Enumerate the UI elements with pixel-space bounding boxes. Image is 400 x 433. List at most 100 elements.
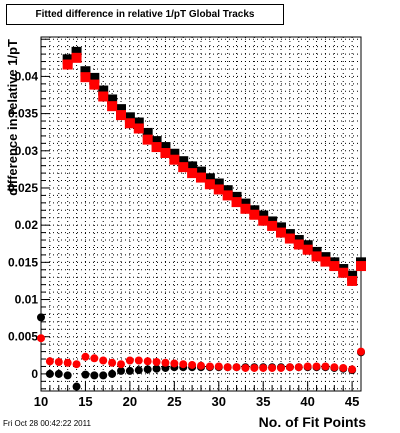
data-point xyxy=(98,91,109,102)
data-point xyxy=(249,209,260,220)
y-tick-label: 0 xyxy=(31,367,38,381)
data-point xyxy=(330,363,339,372)
data-point xyxy=(72,360,81,369)
x-tick-label: 45 xyxy=(345,394,359,409)
y-tick-label: 0.035 xyxy=(8,107,38,121)
data-point xyxy=(204,179,215,190)
data-point xyxy=(232,363,241,372)
data-point xyxy=(116,104,126,115)
x-tick-label: 30 xyxy=(212,394,226,409)
data-point xyxy=(321,362,330,371)
data-point xyxy=(98,85,109,96)
data-point xyxy=(268,363,277,372)
data-point xyxy=(117,366,125,375)
data-point xyxy=(116,110,126,121)
data-point xyxy=(134,356,143,365)
x-tick-label: 10 xyxy=(34,394,48,409)
x-tick-label: 15 xyxy=(78,394,92,409)
data-point xyxy=(240,203,251,214)
data-point xyxy=(151,136,162,147)
data-point xyxy=(214,362,223,371)
data-point xyxy=(284,233,295,244)
data-point xyxy=(108,369,117,378)
data-point xyxy=(125,366,134,375)
series-0 xyxy=(62,46,366,281)
data-point xyxy=(99,356,108,365)
data-point xyxy=(356,261,366,272)
data-point xyxy=(81,352,90,361)
data-point xyxy=(143,357,152,366)
y-axis-label: difference in relative 1/pT xyxy=(5,39,20,196)
chart-title: Fitted difference in relative 1/pT Globa… xyxy=(6,4,284,25)
data-point xyxy=(293,239,304,250)
data-point xyxy=(71,52,82,63)
x-tick-label: 35 xyxy=(256,394,270,409)
data-point xyxy=(231,191,242,202)
data-point xyxy=(258,215,269,226)
data-point xyxy=(329,261,340,272)
data-point xyxy=(222,190,233,201)
x-axis-label: No. of Fit Points xyxy=(259,414,367,430)
data-point xyxy=(320,256,331,267)
data-point xyxy=(152,357,161,366)
data-point xyxy=(89,79,100,90)
data-point xyxy=(107,94,118,105)
data-point xyxy=(62,54,73,65)
data-point xyxy=(303,362,312,371)
data-point xyxy=(152,364,161,373)
chart-title-text: Fitted difference in relative 1/pT Globa… xyxy=(35,9,255,20)
data-point xyxy=(63,371,72,380)
data-point xyxy=(54,357,63,366)
y-tick-label: 0.025 xyxy=(8,181,38,195)
data-point xyxy=(311,251,322,262)
data-point xyxy=(161,358,170,367)
data-point xyxy=(222,185,233,196)
data-point xyxy=(169,154,180,165)
data-point xyxy=(277,363,285,372)
data-point xyxy=(62,59,73,70)
data-point xyxy=(294,363,303,372)
data-point xyxy=(45,357,54,366)
data-point xyxy=(213,178,224,189)
data-point xyxy=(204,173,215,184)
data-point xyxy=(347,270,358,281)
data-point xyxy=(37,334,45,343)
data-point xyxy=(347,275,358,286)
data-point xyxy=(134,366,143,375)
timestamp-footer: Fri Oct 28 00:42:22 2011 xyxy=(3,419,91,428)
y-tick-label: 0.01 xyxy=(15,293,39,307)
x-tick-label: 40 xyxy=(300,394,314,409)
data-point xyxy=(89,72,100,83)
data-point xyxy=(276,222,286,233)
data-point xyxy=(339,363,348,372)
data-point xyxy=(160,148,171,159)
data-point xyxy=(151,142,162,153)
data-point xyxy=(231,197,242,208)
data-point xyxy=(357,347,365,356)
data-point xyxy=(338,267,349,278)
y-tick-label: 0.04 xyxy=(15,69,39,83)
axes: 10 15 20 25 30 35 40 45 0 0.005 0.01 0.015 0.02 0.025… xyxy=(8,38,362,409)
data-point xyxy=(133,123,144,134)
y-tick-label: 0.015 xyxy=(8,255,38,269)
data-point xyxy=(197,361,205,370)
data-point xyxy=(80,66,91,77)
data-point xyxy=(250,363,259,372)
data-point xyxy=(259,363,268,372)
data-point xyxy=(63,358,72,367)
data-point xyxy=(125,356,134,365)
data-point xyxy=(241,363,250,372)
grid xyxy=(41,37,361,391)
data-point xyxy=(124,118,135,129)
data-point xyxy=(81,370,90,379)
data-point xyxy=(90,371,99,380)
data-point xyxy=(178,156,189,167)
data-point xyxy=(188,360,197,369)
data-point xyxy=(187,161,198,172)
data-point xyxy=(133,117,144,128)
data-point xyxy=(205,362,214,371)
data-point xyxy=(312,362,321,371)
data-point xyxy=(179,360,188,369)
data-point xyxy=(45,369,54,378)
data-point xyxy=(108,358,117,367)
